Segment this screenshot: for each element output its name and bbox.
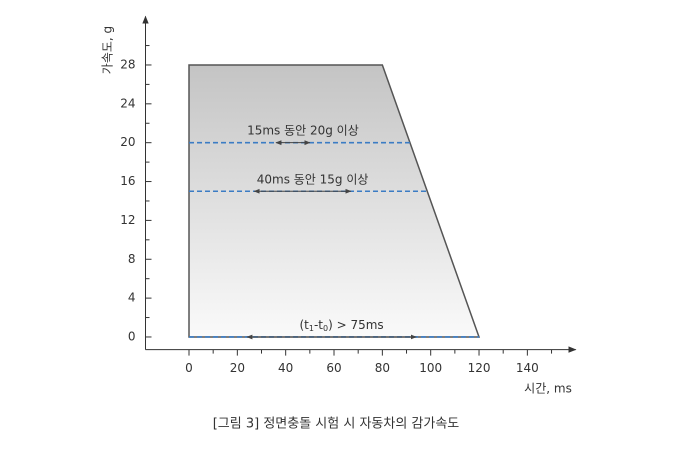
x-axis-label: 시간, ms	[524, 382, 572, 396]
caption: [그림 3] 정면충돌 시험 시 자동차의 감가속도	[213, 417, 460, 432]
x-tick-label: 0	[185, 361, 193, 375]
y-axis-label: 가속도, g	[101, 26, 115, 74]
y-tick-label: 8	[128, 252, 136, 266]
label-text: -t	[314, 317, 323, 331]
y-tick-label: 12	[120, 213, 135, 227]
x-tick-label: 120	[468, 361, 491, 375]
subscript: 1	[309, 323, 314, 332]
y-tick-label: 16	[120, 174, 135, 188]
annotation-label: 15ms 동안 20g 이상	[247, 123, 359, 137]
annotation-label: (t1-t0) > 75ms	[299, 317, 383, 332]
y-tick-label: 4	[128, 291, 136, 305]
shape	[188, 64, 481, 338]
y-tick-label: 28	[120, 57, 135, 71]
subscript: 0	[323, 323, 328, 332]
y-tick-label: 0	[128, 329, 136, 343]
x-tick-label: 140	[516, 361, 539, 375]
annotation-label: 40ms 동안 15g 이상	[257, 172, 369, 186]
label-text: (t	[299, 317, 309, 331]
y-tick-label: 20	[120, 135, 135, 149]
x-tick-label: 80	[375, 361, 390, 375]
label-text: ) > 75ms	[328, 317, 384, 331]
x-tick-label: 100	[419, 361, 442, 375]
label-text: 15ms 동안 20g 이상	[247, 123, 359, 137]
label-text: 40ms 동안 15g 이상	[257, 172, 369, 186]
x-tick-label: 20	[230, 361, 245, 375]
y-tick-label: 24	[120, 96, 135, 110]
x-tick-label: 40	[278, 361, 293, 375]
x-tick-label: 60	[326, 361, 341, 375]
